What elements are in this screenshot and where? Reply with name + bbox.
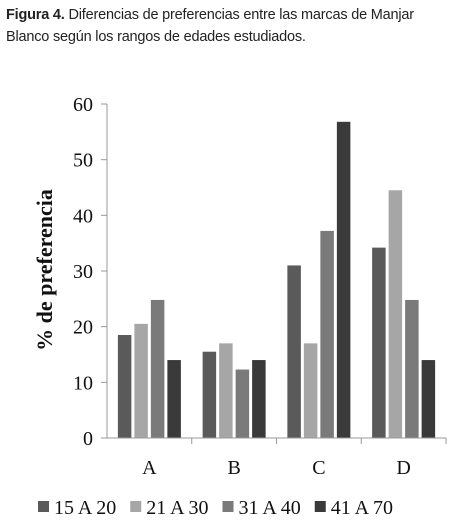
figure-caption-text: Diferencias de preferencias entre las ma… — [6, 7, 414, 45]
y-tick-label: 30 — [73, 261, 93, 283]
figure-caption: Figura 4. Diferencias de preferencias en… — [6, 4, 446, 48]
legend-label: 21 A 30 — [146, 497, 208, 519]
bar-B-41-A-70 — [252, 360, 266, 438]
bar-D-41-A-70 — [421, 360, 436, 438]
bar-C-41-A-70 — [336, 121, 351, 439]
y-tick-label: 0 — [83, 428, 93, 450]
bar-B-21-A-30 — [219, 343, 233, 438]
legend-swatch — [130, 501, 142, 512]
y-tick-label: 10 — [73, 372, 93, 394]
legend-swatch — [314, 501, 326, 512]
figure-label: Figura 4. — [6, 7, 65, 23]
legend-label: 41 A 70 — [331, 497, 393, 519]
bar-D-21-A-30 — [388, 190, 403, 438]
bar-C-21-A-30 — [303, 343, 318, 438]
y-tick-label: 60 — [73, 94, 93, 116]
bar-B-31-A-40 — [235, 369, 250, 438]
y-axis-label: % de preferencia — [32, 189, 57, 351]
legend-swatch — [38, 501, 49, 512]
bar-D-15-A-20 — [372, 247, 386, 438]
bar-A-41-A-70 — [167, 360, 181, 438]
legend-swatch — [222, 501, 234, 512]
bar-B-15-A-20 — [202, 351, 217, 438]
bar-A-15-A-20 — [117, 335, 132, 438]
y-tick-label: 50 — [73, 150, 93, 172]
bar-A-31-A-40 — [150, 299, 165, 438]
x-tick-label: D — [396, 457, 410, 479]
y-axis-ticks: 0 10 20 30 40 50 60 — [73, 94, 107, 450]
legend-label: 31 A 40 — [239, 497, 301, 519]
legend-label: 15 A 20 — [54, 497, 116, 519]
x-tick-label: C — [312, 457, 325, 479]
bar-C-15-A-20 — [287, 265, 301, 438]
legend: 15 A 20 21 A 30 31 A 40 41 A 70 — [38, 497, 393, 519]
y-tick-label: 40 — [73, 205, 93, 227]
bars — [117, 121, 436, 439]
bar-A-21-A-30 — [134, 323, 148, 438]
x-tick-label: B — [227, 457, 240, 479]
y-tick-label: 20 — [73, 317, 93, 339]
bar-D-31-A-40 — [405, 299, 419, 438]
x-axis-ticks: A B C D — [142, 438, 447, 479]
bar-C-31-A-40 — [320, 230, 334, 438]
x-tick-label: A — [142, 457, 157, 479]
